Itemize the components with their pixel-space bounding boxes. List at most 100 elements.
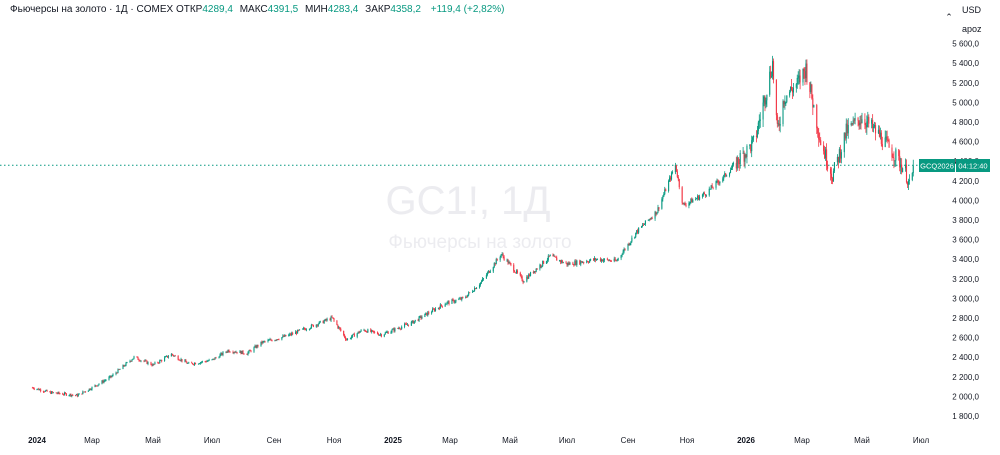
candle-body (655, 211, 657, 215)
candle-body (587, 261, 589, 263)
candle-body (776, 115, 778, 124)
candle-body (229, 351, 231, 353)
candle-body (220, 353, 222, 355)
candle-body (204, 361, 206, 363)
candle-body (81, 393, 83, 395)
y-tick-label: 4 200,0 (952, 177, 979, 186)
candle-body (705, 195, 707, 197)
candle-body (446, 302, 448, 304)
y-tick-label: 4 600,0 (952, 138, 979, 147)
candle-body (305, 329, 308, 331)
candle-body (261, 341, 263, 344)
candle-body (634, 236, 636, 238)
candle-body (777, 123, 779, 125)
candle-body (242, 350, 244, 354)
candle-body (302, 328, 305, 329)
candle-body (719, 181, 721, 184)
candle-body (825, 149, 827, 159)
candle-body (333, 318, 335, 321)
candle-body (852, 120, 854, 125)
candle-body (460, 298, 462, 300)
candle-body (247, 352, 249, 355)
candle-body (404, 323, 406, 327)
candle-body (786, 95, 788, 102)
candle-body (513, 264, 515, 272)
candle-body (779, 124, 781, 126)
candle-body (472, 291, 474, 293)
candle-body (178, 359, 180, 361)
candle-body (91, 386, 93, 390)
candle-body (630, 241, 632, 244)
candle-body (826, 149, 828, 166)
candle-body (702, 192, 704, 195)
candle-body (379, 334, 381, 336)
candle-body (138, 359, 140, 361)
contract-label: GCQ2026 (920, 162, 954, 171)
candle-body (888, 140, 890, 148)
candle-body (743, 152, 745, 162)
candle-body (603, 258, 605, 261)
candle-body (201, 361, 203, 363)
candle-body (109, 375, 111, 378)
candle-body (736, 157, 738, 169)
candle-body (55, 392, 57, 394)
candle-body (418, 316, 420, 321)
candle-body (514, 271, 516, 273)
candle-body (71, 394, 73, 397)
candle-body (796, 77, 798, 85)
candle-body (260, 341, 262, 347)
candle-body (858, 120, 860, 126)
candle-body (641, 224, 644, 227)
candle-body (836, 156, 838, 163)
y-tick-label: 3 000,0 (952, 294, 979, 303)
candle-body (847, 124, 849, 134)
candle-body (775, 79, 777, 116)
candle-body (573, 264, 575, 266)
price-axis[interactable]: 1 800,0 2 000,0 2 200,0 2 400,0 2 600,0 2 800… (952, 40, 979, 421)
candle-body (542, 260, 544, 266)
candle-body (337, 324, 339, 328)
candle-body (820, 140, 822, 146)
candle-body (885, 136, 887, 138)
y-tick-label: 1 800,0 (952, 412, 979, 421)
candle-body (823, 145, 825, 152)
chevron-up-icon[interactable]: ⌃ (945, 12, 953, 22)
candle-body (715, 181, 717, 188)
candle-body (772, 61, 775, 80)
candle-body (98, 383, 100, 385)
candle-body (738, 163, 740, 165)
contract-label-bg (919, 159, 955, 172)
candle-body (749, 144, 751, 146)
candle-body (833, 162, 836, 172)
candle-body (83, 391, 85, 393)
candle-body (601, 259, 603, 262)
candle-body (427, 312, 429, 316)
candle-body (809, 82, 811, 92)
candle-body (372, 330, 374, 332)
candle-body (50, 391, 52, 394)
candle-body (732, 163, 734, 165)
candle-body (559, 260, 562, 263)
time-axis[interactable]: 2024 Мар Май Июл Сен Ноя 2025 Мар Май Июл Сен Ноя 20… (28, 436, 929, 445)
candle-body (125, 362, 127, 366)
candle-body (458, 299, 460, 300)
candle-body (737, 157, 739, 164)
candle-body (488, 270, 490, 273)
candle-body (772, 61, 774, 77)
candle-body (770, 71, 772, 77)
candle-body (437, 307, 439, 309)
candle-body (908, 179, 910, 182)
candle-body (377, 334, 380, 336)
candle-body (722, 178, 724, 182)
candle-body (374, 331, 376, 333)
candle-body (270, 339, 272, 341)
candle-body (534, 271, 536, 272)
currency-label[interactable]: USD (962, 5, 982, 15)
candle-body (844, 132, 846, 139)
instrument-title: Фьючерсы на золото · 1Д · COMEX (10, 4, 174, 15)
candle-body (304, 329, 307, 331)
candle-body (292, 333, 294, 335)
candle-body (129, 360, 131, 363)
candle-body (824, 151, 826, 159)
